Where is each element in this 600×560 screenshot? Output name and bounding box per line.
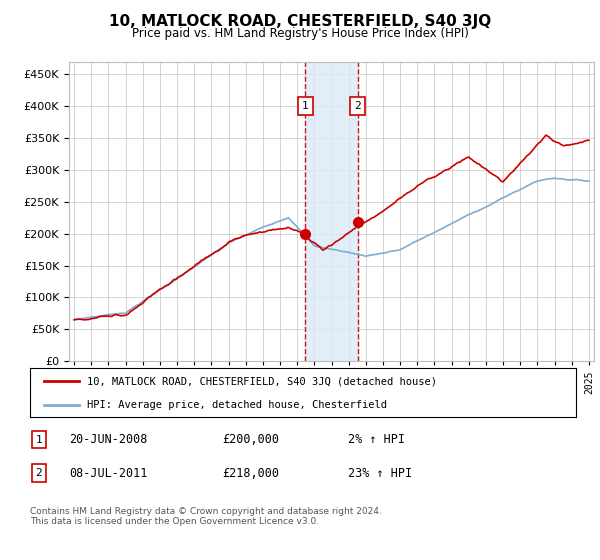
Text: £218,000: £218,000: [222, 466, 279, 480]
Text: 2: 2: [354, 101, 361, 111]
Text: 10, MATLOCK ROAD, CHESTERFIELD, S40 3JQ (detached house): 10, MATLOCK ROAD, CHESTERFIELD, S40 3JQ …: [88, 376, 437, 386]
Text: HPI: Average price, detached house, Chesterfield: HPI: Average price, detached house, Ches…: [88, 400, 388, 410]
Text: 20-JUN-2008: 20-JUN-2008: [69, 433, 148, 446]
Text: 1: 1: [302, 101, 308, 111]
Text: Price paid vs. HM Land Registry's House Price Index (HPI): Price paid vs. HM Land Registry's House …: [131, 27, 469, 40]
Text: 08-JUL-2011: 08-JUL-2011: [69, 466, 148, 480]
Bar: [305, 62, 358, 361]
Text: Contains HM Land Registry data © Crown copyright and database right 2024.
This d: Contains HM Land Registry data © Crown c…: [30, 507, 382, 526]
Text: 23% ↑ HPI: 23% ↑ HPI: [348, 466, 412, 480]
Text: 2: 2: [35, 468, 43, 478]
Text: £200,000: £200,000: [222, 433, 279, 446]
Text: 1: 1: [35, 435, 43, 445]
Text: 2% ↑ HPI: 2% ↑ HPI: [348, 433, 405, 446]
Text: 10, MATLOCK ROAD, CHESTERFIELD, S40 3JQ: 10, MATLOCK ROAD, CHESTERFIELD, S40 3JQ: [109, 14, 491, 29]
